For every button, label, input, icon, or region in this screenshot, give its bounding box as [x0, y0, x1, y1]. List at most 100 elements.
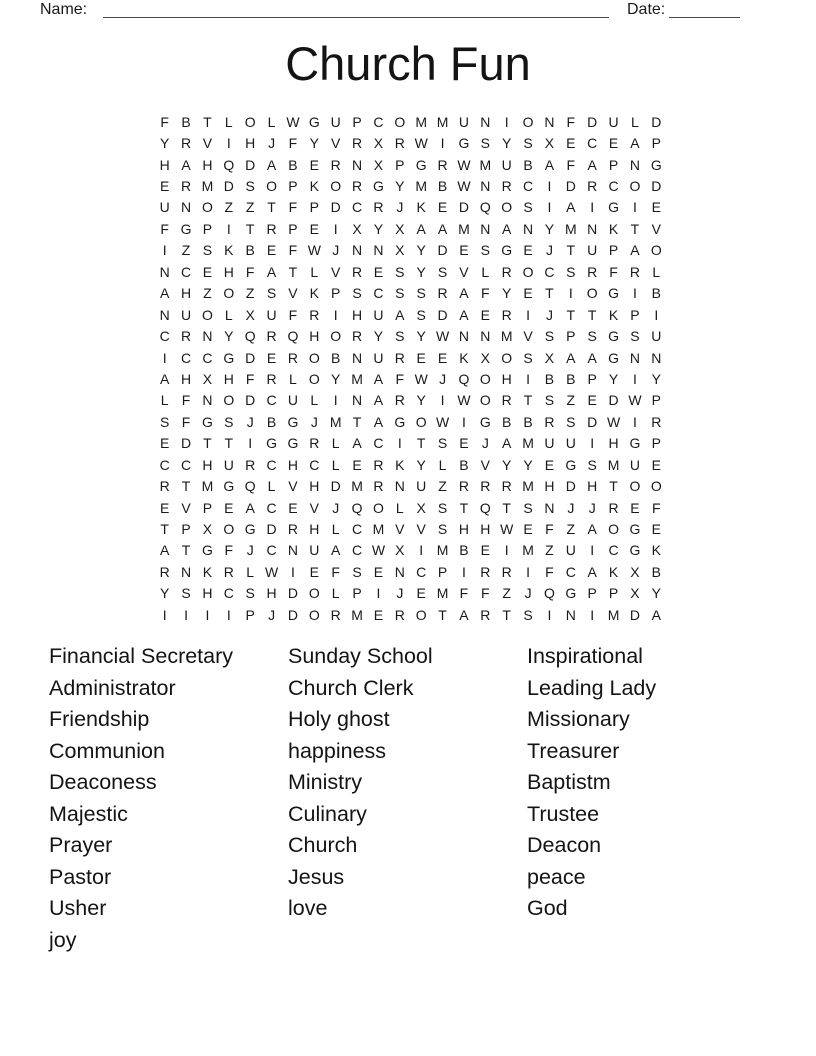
grid-letter-r17-c4: U	[223, 456, 234, 473]
grid-letter-r17-c23: U	[629, 456, 640, 473]
grid-letter-r3-c18: B	[523, 156, 533, 173]
grid-letter-r24-c22: M	[607, 606, 620, 623]
grid-letter-r14-c12: R	[394, 392, 405, 409]
grid-letter-r23-c11: I	[376, 585, 381, 602]
grid-letter-r18-c23: O	[629, 478, 641, 495]
word-list-item: Inspirational	[527, 644, 643, 668]
grid-letter-r5-c10: C	[352, 199, 363, 216]
grid-letter-r17-c21: S	[587, 456, 597, 473]
grid-letter-r5-c19: I	[547, 199, 552, 216]
grid-letter-r18-c6: L	[267, 478, 276, 495]
grid-letter-r17-c20: G	[565, 456, 577, 473]
grid-letter-r22-c6: W	[264, 563, 279, 580]
grid-letter-r20-c12: V	[395, 521, 405, 538]
grid-letter-r22-c3: K	[202, 563, 213, 580]
grid-letter-r13-c14: J	[439, 370, 447, 387]
grid-letter-r1-c19: N	[544, 113, 555, 130]
grid-letter-r23-c7: D	[287, 585, 298, 602]
grid-letter-r15-c8: J	[310, 413, 318, 430]
grid-letter-r15-c17: B	[502, 413, 512, 430]
grid-letter-r18-c22: T	[609, 478, 618, 495]
grid-letter-r15-c3: G	[201, 413, 213, 430]
grid-letter-r24-c4: I	[226, 606, 231, 623]
grid-letter-r23-c9: L	[331, 585, 340, 602]
grid-letter-r13-c3: X	[202, 370, 213, 387]
grid-letter-r21-c19: Z	[545, 542, 554, 559]
grid-letter-r6-c13: A	[416, 220, 426, 237]
grid-letter-r23-c23: X	[630, 585, 640, 602]
grid-letter-r6-c7: P	[288, 220, 298, 237]
grid-letter-r21-c11: W	[371, 542, 386, 559]
grid-letter-r8-c21: R	[587, 263, 598, 280]
grid-letter-r16-c15: E	[459, 435, 469, 452]
grid-letter-r24-c5: P	[245, 606, 255, 623]
grid-letter-r16-c17: A	[502, 435, 512, 452]
grid-letter-r10-c1: N	[159, 306, 170, 323]
grid-letter-r17-c11: R	[373, 456, 384, 473]
grid-letter-r9-c15: A	[459, 285, 469, 302]
grid-letter-r5-c9: D	[330, 199, 341, 216]
grid-letter-r3-c2: A	[181, 156, 191, 173]
grid-letter-r14-c3: N	[202, 392, 213, 409]
grid-letter-r21-c18: M	[522, 542, 534, 559]
grid-letter-r10-c22: K	[608, 306, 619, 323]
grid-letter-r16-c7: G	[287, 435, 299, 452]
grid-letter-r11-c17: M	[500, 328, 513, 345]
grid-letter-r2-c6: J	[268, 135, 276, 152]
word-list-item: Church Clerk	[288, 675, 414, 700]
grid-letter-r2-c15: G	[458, 135, 470, 152]
grid-letter-r2-c11: X	[373, 135, 384, 152]
grid-letter-r2-c7: F	[288, 135, 298, 152]
grid-letter-r6-c2: G	[180, 220, 192, 237]
grid-letter-r14-c15: W	[457, 392, 471, 409]
grid-letter-r14-c5: D	[245, 392, 256, 409]
grid-letter-r3-c10: N	[352, 156, 363, 173]
grid-letter-r13-c4: H	[223, 370, 234, 387]
word-list-item: Administrator	[49, 675, 176, 700]
grid-letter-r13-c10: M	[351, 370, 363, 387]
grid-letter-r18-c20: D	[565, 478, 576, 495]
grid-letter-r4-c10: R	[352, 178, 363, 195]
grid-letter-r13-c1: A	[160, 370, 170, 387]
grid-letter-r17-c8: C	[309, 456, 320, 473]
grid-letter-r20-c17: W	[500, 521, 514, 538]
grid-letter-r14-c6: C	[266, 392, 277, 409]
grid-letter-r23-c12: J	[396, 585, 404, 602]
grid-letter-r23-c3: H	[202, 585, 213, 602]
grid-letter-r14-c9: I	[333, 392, 338, 409]
grid-letter-r7-c18: E	[523, 242, 533, 259]
word-list-column: Sunday School Church Clerk Holy ghost happi…	[288, 641, 433, 925]
grid-letter-r12-c16: X	[480, 349, 490, 366]
grid-letter-r7-c19: J	[545, 242, 553, 259]
grid-letter-r19-c9: J	[332, 499, 340, 516]
grid-letter-r11-c24: U	[651, 328, 662, 345]
grid-letter-r22-c2: N	[181, 563, 192, 580]
grid-letter-r6-c1: F	[160, 220, 169, 237]
grid-letter-r19-c6: C	[266, 499, 277, 516]
grid-letter-r1-c3: T	[203, 113, 212, 130]
grid-letter-r12-c12: R	[394, 349, 405, 366]
grid-letter-r3-c15: W	[457, 156, 471, 173]
grid-letter-r12-c10: N	[352, 349, 363, 366]
grid-letter-r15-c7: G	[287, 413, 299, 430]
grid-letter-r3-c13: G	[415, 156, 427, 173]
word-list-item: Trustee	[527, 801, 600, 826]
grid-letter-r20-c13: V	[416, 521, 426, 538]
grid-letter-r16-c22: H	[608, 435, 619, 452]
grid-letter-r6-c18: N	[523, 220, 534, 237]
grid-letter-r20-c11: M	[372, 521, 385, 538]
grid-letter-r17-c5: R	[245, 456, 256, 473]
grid-letter-r16-c9: L	[331, 435, 340, 452]
grid-letter-r13-c23: I	[632, 370, 637, 387]
grid-letter-r10-c15: A	[459, 306, 469, 323]
grid-letter-r5-c13: K	[416, 199, 426, 216]
grid-letter-r8-c6: A	[266, 263, 277, 280]
grid-letter-r12-c20: A	[566, 349, 576, 366]
grid-letter-r13-c18: I	[526, 370, 530, 387]
grid-letter-r1-c10: P	[352, 113, 362, 130]
grid-letter-r11-c21: S	[587, 328, 597, 345]
grid-letter-r4-c8: K	[309, 178, 319, 195]
grid-letter-r18-c11: R	[373, 478, 384, 495]
grid-letter-r22-c9: F	[331, 563, 340, 580]
grid-letter-r9-c10: S	[352, 285, 362, 302]
